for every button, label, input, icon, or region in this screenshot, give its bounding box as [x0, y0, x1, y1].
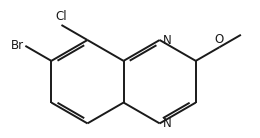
Text: N: N [162, 34, 171, 47]
Text: Cl: Cl [56, 10, 67, 23]
Text: O: O [214, 33, 224, 46]
Text: Br: Br [11, 39, 24, 52]
Text: N: N [162, 117, 171, 130]
